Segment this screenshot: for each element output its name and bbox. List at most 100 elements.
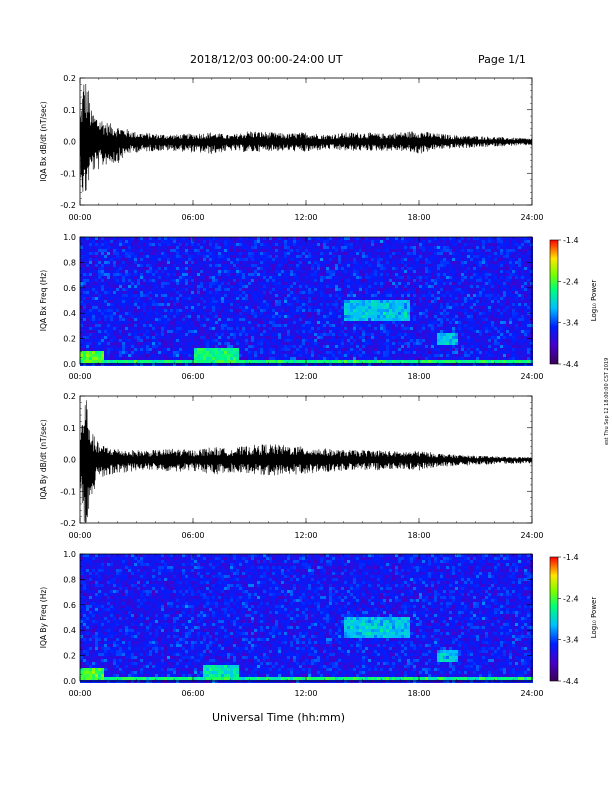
spectrogram-cell	[395, 267, 398, 270]
spectrogram-cell	[320, 348, 323, 351]
spectrogram-cell	[212, 291, 215, 294]
spectrogram-cell	[200, 300, 203, 303]
spectrogram-cell	[98, 285, 101, 288]
spectrogram-cell	[329, 291, 332, 294]
spectrogram-cell	[293, 246, 296, 249]
spectrogram-cell	[335, 360, 338, 363]
spectrogram-cell	[239, 243, 242, 246]
spectrogram-cell	[365, 327, 368, 330]
spectrogram-cell	[269, 315, 272, 318]
spectrogram-cell	[344, 237, 347, 240]
spectrogram-cell	[170, 240, 173, 243]
spectrogram-cell	[299, 357, 302, 360]
spectrogram-cell	[377, 270, 380, 273]
spectrogram-cell	[230, 246, 233, 249]
spectrogram-cell	[392, 336, 395, 339]
spectrogram-cell	[404, 270, 407, 273]
spectrogram-cell	[389, 312, 392, 315]
spectrogram-cell	[284, 288, 287, 291]
spectrogram-cell	[407, 294, 410, 297]
spectrogram-cell	[359, 240, 362, 243]
spectrogram-cell	[413, 297, 416, 300]
spectrogram-cell	[398, 312, 401, 315]
spectrogram-cell	[212, 354, 215, 357]
spectrogram-cell	[290, 285, 293, 288]
spectrogram-cell	[242, 321, 245, 324]
spectrogram-cell	[347, 249, 350, 252]
spectrogram-cell	[233, 315, 236, 318]
spectrogram-cell	[347, 336, 350, 339]
spectrogram-cell	[371, 345, 374, 348]
spectrogram-cell	[254, 273, 257, 276]
spectrogram-cell	[308, 294, 311, 297]
spectrogram-cell	[164, 339, 167, 342]
spectrogram-cell	[305, 258, 308, 261]
spectrogram-cell	[392, 315, 395, 318]
spectrogram-cell	[374, 333, 377, 336]
spectrogram-cell	[380, 252, 383, 255]
spectrogram-cell	[161, 291, 164, 294]
spectrogram-cell	[203, 318, 206, 321]
spectrogram-cell	[275, 312, 278, 315]
spectrogram-cell	[155, 309, 158, 312]
spectrogram-cell	[143, 252, 146, 255]
spectrogram-cell	[392, 240, 395, 243]
spectrogram-cell	[83, 279, 86, 282]
spectrogram-cell	[188, 276, 191, 279]
spectrogram-cell	[233, 240, 236, 243]
spectrogram-cell	[185, 288, 188, 291]
spectrogram-cell	[134, 333, 137, 336]
spectrogram-cell	[323, 339, 326, 342]
spectrogram-cell	[401, 267, 404, 270]
spectrogram-cell	[278, 264, 281, 267]
spectrogram-cell	[359, 327, 362, 330]
spectrogram-cell	[221, 300, 224, 303]
spectrogram-cell	[182, 240, 185, 243]
spectrogram-cell	[89, 351, 92, 354]
spectrogram-cell	[350, 288, 353, 291]
spectrogram-cell	[122, 345, 125, 348]
spectrogram-cell	[140, 276, 143, 279]
spectrogram-cell	[236, 270, 239, 273]
spectrogram-cell	[326, 300, 329, 303]
spectrogram-cell	[260, 276, 263, 279]
spectrogram-cell	[236, 285, 239, 288]
spectrogram-cell	[230, 273, 233, 276]
spectrogram-cell	[161, 321, 164, 324]
spectrogram-cell	[92, 255, 95, 258]
spectrogram-cell	[188, 324, 191, 327]
spectrogram-cell	[149, 249, 152, 252]
spectrogram-cell	[131, 261, 134, 264]
spectrogram-cell	[332, 324, 335, 327]
spectrogram-cell	[413, 324, 416, 327]
spectrogram-cell	[161, 348, 164, 351]
spectrogram-cell	[344, 354, 347, 357]
spectrogram-cell	[365, 339, 368, 342]
spectrogram-cell	[377, 360, 380, 363]
spectrogram-cell	[344, 258, 347, 261]
spectrogram-cell	[242, 249, 245, 252]
spectrogram-cell	[290, 267, 293, 270]
spectrogram-cell	[407, 252, 410, 255]
spectrogram-cell	[329, 312, 332, 315]
spectrogram-cell	[347, 237, 350, 240]
spectrogram-cell	[185, 336, 188, 339]
spectrogram-cell	[284, 348, 287, 351]
spectrogram-cell	[278, 315, 281, 318]
spectrogram-cell	[149, 294, 152, 297]
spectrogram-cell	[167, 297, 170, 300]
spectrogram-cell	[350, 270, 353, 273]
spectrogram-cell	[350, 330, 353, 333]
spectrogram-cell	[263, 360, 266, 363]
spectrogram-cell	[95, 288, 98, 291]
spectrogram-cell	[275, 258, 278, 261]
spectrogram-cell	[317, 273, 320, 276]
spectrogram-cell	[209, 240, 212, 243]
spectrogram-cell	[311, 264, 314, 267]
spectrogram-cell	[290, 312, 293, 315]
spectrogram-cell	[350, 315, 353, 318]
spectrogram-cell	[374, 324, 377, 327]
spectrogram-cell	[296, 246, 299, 249]
spectrogram-cell	[110, 264, 113, 267]
spectrogram-cell	[188, 318, 191, 321]
